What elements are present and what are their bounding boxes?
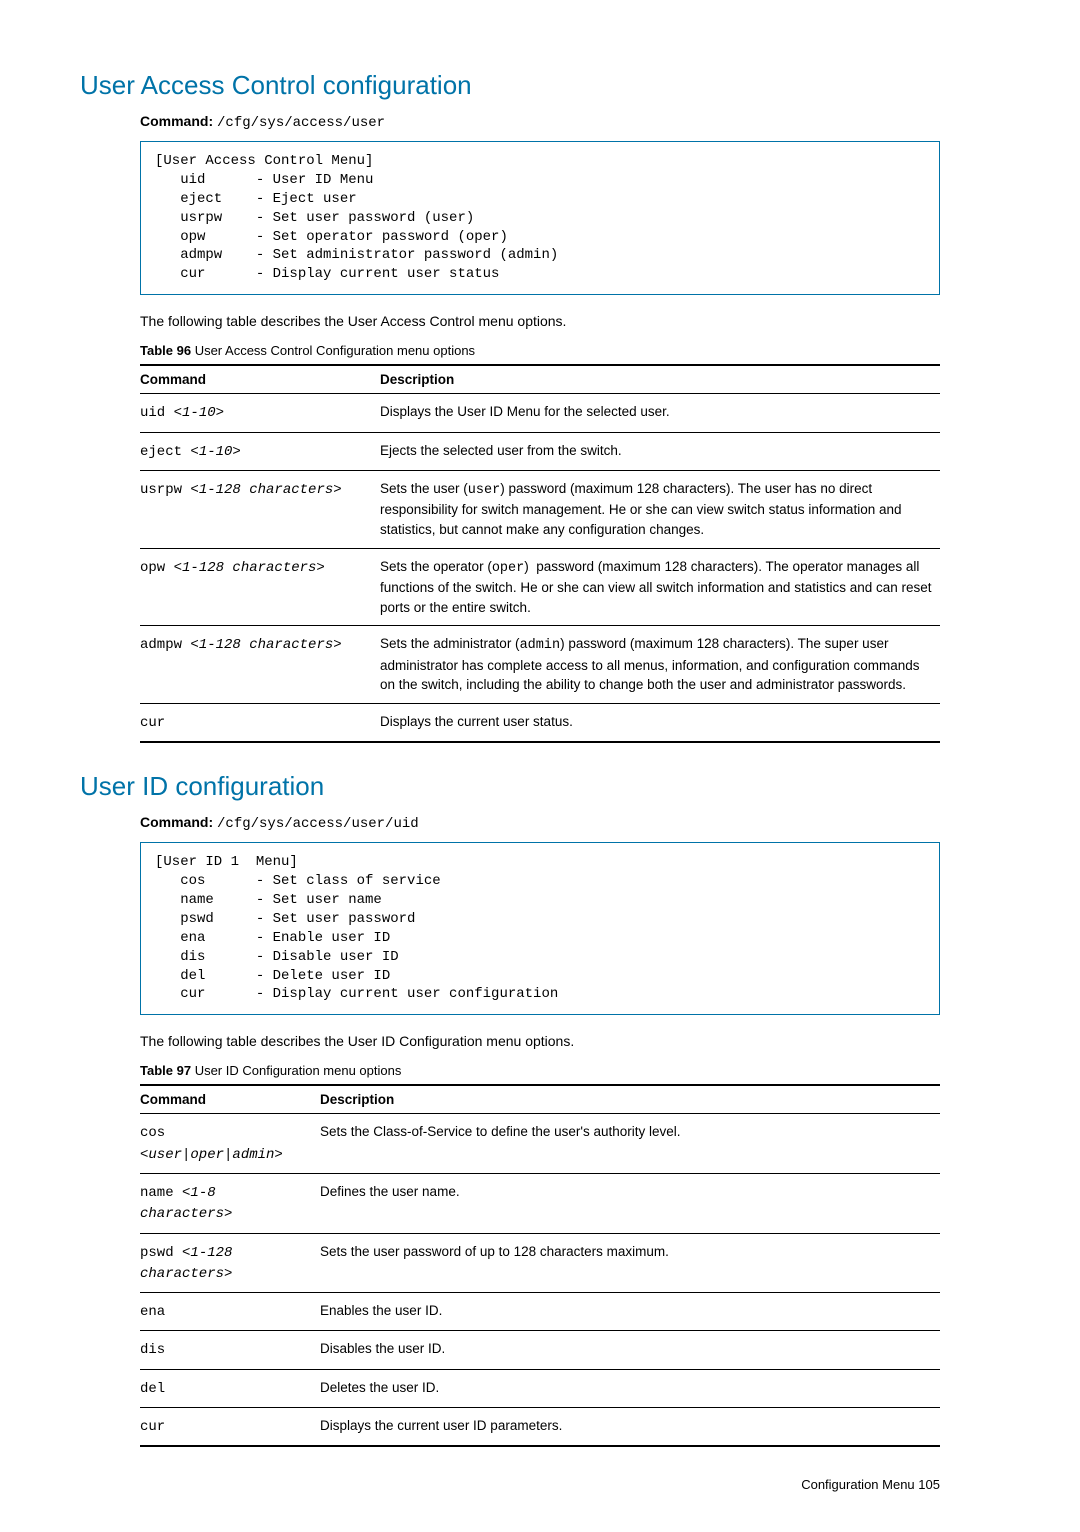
table-row: usrpw <1-128 characters>Sets the user (u…	[140, 470, 940, 548]
command-arg-line2: characters>	[140, 1266, 232, 1282]
command-name: uid	[140, 405, 174, 421]
command-name: cos	[140, 1125, 165, 1141]
command-line: Command: /cfg/sys/access/user	[140, 113, 1000, 131]
command-cell: pswd <1-128 characters>	[140, 1233, 320, 1293]
command-arg: <1-10>	[174, 405, 224, 421]
table-row: cur Displays the current user status.	[140, 703, 940, 742]
command-arg: <1-128 characters>	[190, 482, 341, 498]
table-row: ena Enables the user ID.	[140, 1293, 940, 1331]
command-cell: cos <user|oper|admin>	[140, 1114, 320, 1174]
table-row: cur Displays the current user ID paramete…	[140, 1407, 940, 1446]
description-cell: Ejects the selected user from the switch…	[380, 432, 940, 470]
description-cell: Sets the Class-of-Service to define the …	[320, 1114, 940, 1174]
command-arg: <1-128 characters>	[190, 637, 341, 653]
table-caption: Table 96 User Access Control Configurati…	[140, 343, 1000, 358]
column-header: Command	[140, 365, 380, 394]
command-name: admpw	[140, 637, 190, 653]
description-cell: Displays the User ID Menu for the select…	[380, 394, 940, 432]
command-name: opw	[140, 560, 174, 576]
command-name: dis	[140, 1342, 165, 1358]
command-name: usrpw	[140, 482, 190, 498]
column-header: Description	[380, 365, 940, 394]
description-cell: Deletes the user ID.	[320, 1369, 940, 1407]
command-name: eject	[140, 444, 190, 460]
command-path: /cfg/sys/access/user	[217, 115, 385, 131]
footer-page: 105	[918, 1477, 940, 1492]
menu-box: [User ID 1 Menu] cos - Set class of serv…	[140, 842, 940, 1015]
table-caption-prefix: Table 97	[140, 1063, 191, 1078]
table-row: pswd <1-128 characters> Sets the user pass…	[140, 1233, 940, 1293]
section-title: User Access Control configuration	[80, 70, 1000, 101]
table-row: del Deletes the user ID.	[140, 1369, 940, 1407]
table-row: eject <1-10>Ejects the selected user fro…	[140, 432, 940, 470]
description-cell: Sets the user password of up to 128 char…	[320, 1233, 940, 1293]
column-header: Command	[140, 1085, 320, 1114]
command-cell: cur	[140, 1407, 320, 1446]
table-row: dis Disables the user ID.	[140, 1331, 940, 1369]
intro-text: The following table describes the User I…	[140, 1033, 1000, 1049]
table-row: uid <1-10>Displays the User ID Menu for …	[140, 394, 940, 432]
table-row: cos <user|oper|admin> Sets the Class-of-Se…	[140, 1114, 940, 1174]
intro-text: The following table describes the User A…	[140, 313, 1000, 329]
command-label: Command:	[140, 814, 213, 830]
command-name: cur	[140, 715, 165, 731]
command-cell: uid <1-10>	[140, 394, 380, 432]
command-name: cur	[140, 1419, 165, 1435]
command-arg: <1-10>	[190, 444, 240, 460]
table-caption-text: User ID Configuration menu options	[195, 1063, 402, 1078]
options-table: CommandDescription cos <user|oper|admin> Se…	[140, 1084, 940, 1447]
command-cell: name <1-8 characters>	[140, 1173, 320, 1233]
description-cell: Disables the user ID.	[320, 1331, 940, 1369]
footer-label: Configuration Menu	[801, 1477, 914, 1492]
command-name: name	[140, 1185, 182, 1201]
command-path: /cfg/sys/access/user/uid	[217, 816, 419, 832]
description-cell: Sets the administrator (admin) password …	[380, 626, 940, 704]
options-table: CommandDescriptionuid <1-10>Displays the…	[140, 364, 940, 743]
table-caption: Table 97 User ID Configuration menu opti…	[140, 1063, 1000, 1078]
command-name: ena	[140, 1304, 165, 1320]
command-cell: eject <1-10>	[140, 432, 380, 470]
table-row: opw <1-128 characters>Sets the operator …	[140, 548, 940, 626]
command-cell: del	[140, 1369, 320, 1407]
description-cell: Displays the current user status.	[380, 703, 940, 742]
command-name: pswd	[140, 1245, 182, 1261]
command-cell: ena	[140, 1293, 320, 1331]
description-cell: Sets the operator (oper) password (maxim…	[380, 548, 940, 626]
command-cell: dis	[140, 1331, 320, 1369]
command-cell: admpw <1-128 characters>	[140, 626, 380, 704]
command-name: del	[140, 1381, 165, 1397]
command-arg: <1-128	[182, 1245, 232, 1261]
command-arg-line2: <user|oper|admin>	[140, 1147, 283, 1163]
description-cell: Displays the current user ID parameters.	[320, 1407, 940, 1446]
table-row: name <1-8 characters> Defines the user nam…	[140, 1173, 940, 1233]
table-caption-prefix: Table 96	[140, 343, 191, 358]
description-cell: Sets the user (user) password (maximum 1…	[380, 470, 940, 548]
command-arg: <1-8	[182, 1185, 216, 1201]
table-caption-text: User Access Control Configuration menu o…	[195, 343, 475, 358]
command-cell: usrpw <1-128 characters>	[140, 470, 380, 548]
table-row: admpw <1-128 characters>Sets the adminis…	[140, 626, 940, 704]
column-header: Description	[320, 1085, 940, 1114]
command-cell: cur	[140, 703, 380, 742]
command-cell: opw <1-128 characters>	[140, 548, 380, 626]
section-title: User ID configuration	[80, 771, 1000, 802]
description-cell: Defines the user name.	[320, 1173, 940, 1233]
command-arg-line2: characters>	[140, 1206, 232, 1222]
page-footer: Configuration Menu 105	[80, 1477, 940, 1492]
command-label: Command:	[140, 113, 213, 129]
command-line: Command: /cfg/sys/access/user/uid	[140, 814, 1000, 832]
command-arg: <1-128 characters>	[174, 560, 325, 576]
description-cell: Enables the user ID.	[320, 1293, 940, 1331]
menu-box: [User Access Control Menu] uid - User ID…	[140, 141, 940, 295]
